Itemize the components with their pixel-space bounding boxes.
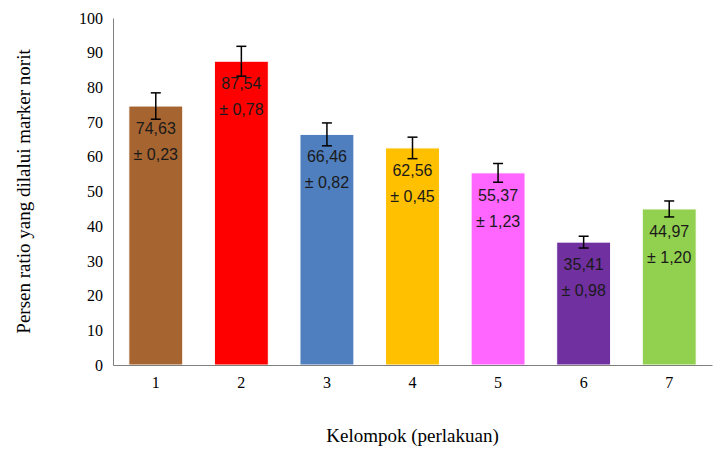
bar bbox=[557, 242, 611, 365]
error-cap bbox=[664, 216, 674, 218]
error-cap bbox=[236, 46, 246, 48]
y-tick-label: 80 bbox=[87, 79, 103, 96]
y-tick-label: 0 bbox=[95, 357, 103, 374]
data-label: 87,54 bbox=[221, 75, 261, 92]
x-tick: 7 bbox=[665, 365, 673, 391]
x-tick: 3 bbox=[323, 365, 331, 391]
error-bar bbox=[322, 123, 332, 146]
error-label: ± 0,82 bbox=[305, 174, 349, 191]
error-cap bbox=[322, 145, 332, 147]
x-tick-label: 5 bbox=[494, 374, 502, 391]
x-tick-label: 7 bbox=[665, 374, 673, 391]
error-cap bbox=[579, 235, 589, 237]
y-tick: 30 bbox=[87, 253, 113, 270]
y-tick: 20 bbox=[87, 287, 113, 304]
error-stem bbox=[497, 163, 499, 182]
y-tick-label: 70 bbox=[87, 114, 103, 131]
data-labels: 74,63 ± 0,23 87,54 ± 0,78 66,46 ± 0,82 62,56 ± … bbox=[134, 75, 692, 299]
error-cap bbox=[322, 122, 332, 124]
y-axis-title: Persen ratio yang dilalui marker norit bbox=[13, 49, 34, 334]
y-tick: 10 bbox=[87, 322, 113, 339]
x-tick-label: 1 bbox=[152, 374, 160, 391]
error-cap bbox=[408, 136, 418, 138]
data-label: 66,46 bbox=[307, 148, 347, 165]
error-label: ± 0,98 bbox=[561, 282, 605, 299]
error-label: ± 1,23 bbox=[476, 213, 520, 230]
error-label: ± 1,20 bbox=[647, 249, 691, 266]
error-label: ± 0,45 bbox=[390, 188, 434, 205]
error-cap bbox=[493, 181, 503, 183]
chart: 0 10 20 30 40 50 60 70 80 90 100 1 2 3 4 5 6 7 74,63 ± 0,23… bbox=[0, 0, 720, 454]
y-tick: 0 bbox=[95, 357, 113, 374]
data-label: 44,97 bbox=[649, 223, 689, 240]
error-stem bbox=[583, 236, 585, 248]
y-tick: 70 bbox=[87, 114, 113, 131]
y-tick-label: 90 bbox=[87, 44, 103, 61]
error-stem bbox=[668, 201, 670, 217]
plot: 0 10 20 30 40 50 60 70 80 90 100 1 2 3 4 5 6 7 74,63 ± 0,23… bbox=[79, 10, 713, 392]
x-tick-label: 2 bbox=[237, 374, 245, 391]
y-tick-label: 50 bbox=[87, 183, 103, 200]
bar bbox=[386, 148, 440, 365]
x-tick: 1 bbox=[152, 365, 160, 391]
error-cap bbox=[151, 92, 161, 94]
bar bbox=[214, 61, 268, 365]
error-bar bbox=[408, 137, 418, 159]
y-tick: 50 bbox=[87, 183, 113, 200]
x-tick: 2 bbox=[237, 365, 245, 391]
y-axis-line bbox=[113, 19, 114, 366]
y-tick: 60 bbox=[87, 148, 113, 165]
error-bar bbox=[493, 163, 503, 182]
bar bbox=[300, 134, 354, 365]
x-tick: 6 bbox=[580, 365, 588, 391]
x-axis-title: Kelompok (perlakuan) bbox=[326, 425, 499, 447]
x-axis: 1 2 3 4 5 6 7 bbox=[114, 365, 713, 391]
marks bbox=[129, 46, 696, 365]
error-stem bbox=[155, 93, 157, 119]
y-tick-label: 60 bbox=[87, 148, 103, 165]
error-cap bbox=[579, 247, 589, 249]
y-tick-label: 100 bbox=[79, 10, 103, 27]
y-tick: 80 bbox=[87, 79, 113, 96]
x-tick: 5 bbox=[494, 365, 502, 391]
error-label: ± 0,23 bbox=[134, 146, 178, 163]
x-tick-label: 6 bbox=[580, 374, 588, 391]
y-tick-label: 40 bbox=[87, 218, 103, 235]
error-stem bbox=[241, 46, 243, 76]
data-label: 35,41 bbox=[564, 256, 604, 273]
bar bbox=[471, 173, 525, 365]
data-label: 55,37 bbox=[478, 187, 518, 204]
error-cap bbox=[408, 158, 418, 160]
error-label: ± 0,78 bbox=[219, 101, 263, 118]
y-tick: 40 bbox=[87, 218, 113, 235]
error-stem bbox=[326, 123, 328, 146]
error-stem bbox=[412, 137, 414, 159]
data-label: 74,63 bbox=[136, 120, 176, 137]
x-tick-label: 3 bbox=[323, 374, 331, 391]
error-bar bbox=[664, 201, 674, 217]
error-bar bbox=[236, 46, 246, 76]
error-cap bbox=[664, 200, 674, 202]
bar bbox=[129, 106, 183, 365]
error-bar bbox=[579, 236, 589, 248]
error-cap bbox=[493, 163, 503, 165]
x-tick: 4 bbox=[409, 365, 417, 391]
data-label: 62,56 bbox=[392, 162, 432, 179]
x-axis-line bbox=[114, 365, 713, 366]
y-tick: 100 bbox=[79, 10, 113, 27]
y-tick-label: 30 bbox=[87, 253, 103, 270]
bar bbox=[642, 209, 696, 365]
error-bar bbox=[151, 93, 161, 119]
y-tick: 90 bbox=[87, 44, 113, 61]
y-tick-label: 20 bbox=[87, 287, 103, 304]
x-tick-label: 4 bbox=[409, 374, 417, 391]
y-tick-label: 10 bbox=[87, 322, 103, 339]
y-axis: 0 10 20 30 40 50 60 70 80 90 100 bbox=[79, 10, 114, 374]
